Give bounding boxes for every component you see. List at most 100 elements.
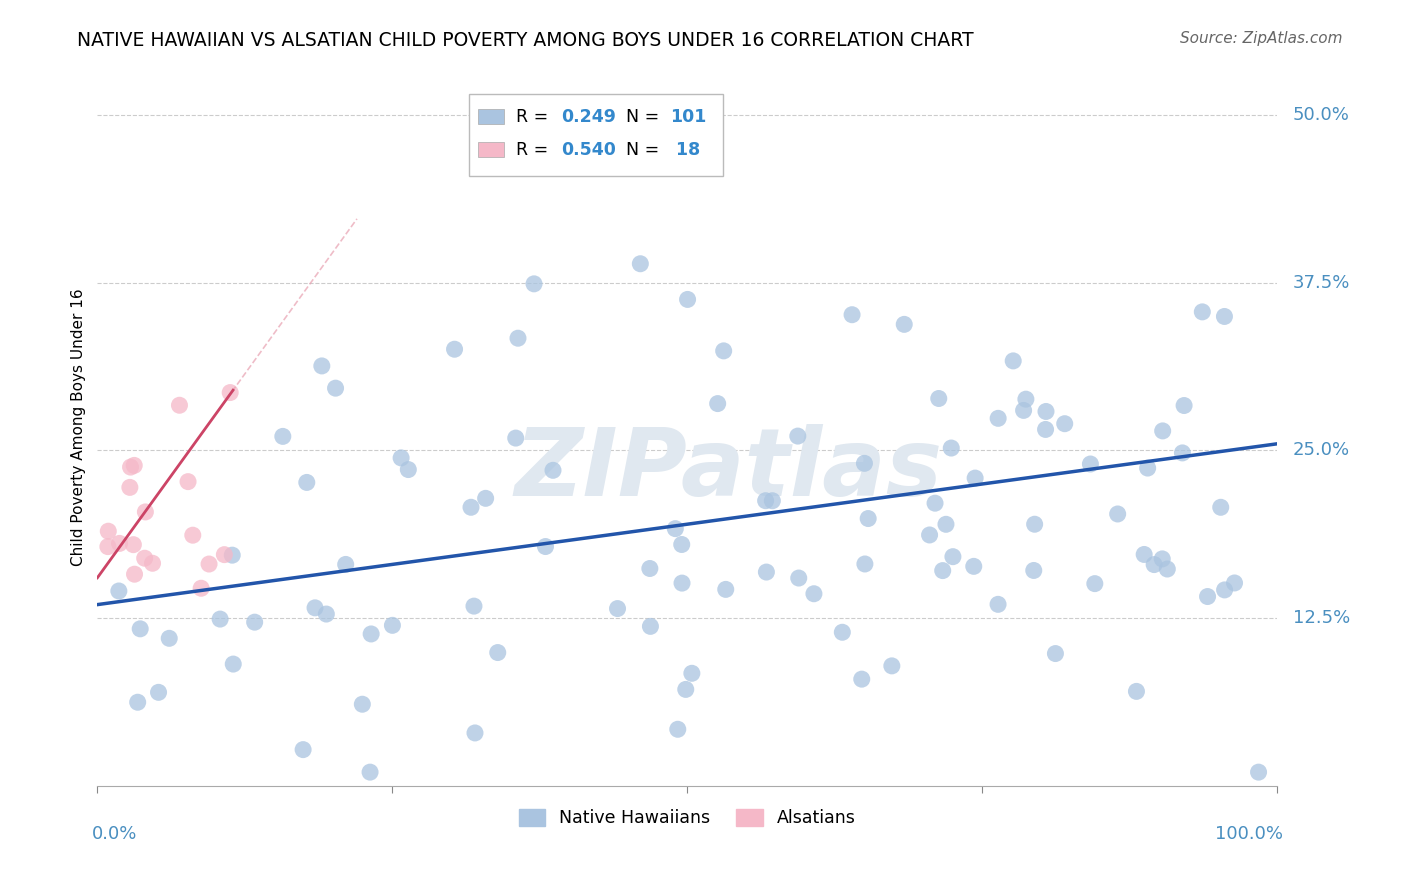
Point <box>786 429 808 443</box>
Point <box>97 540 120 554</box>
Point <box>148 685 170 699</box>
Point <box>1022 564 1045 578</box>
Point <box>1024 517 1046 532</box>
Point <box>931 564 953 578</box>
Point <box>1080 457 1102 471</box>
Point <box>666 723 689 737</box>
Point <box>942 549 965 564</box>
Point <box>396 462 419 476</box>
Point <box>987 411 1010 425</box>
Point <box>460 500 482 515</box>
Point <box>714 582 737 597</box>
Point <box>474 491 496 506</box>
Text: 50.0%: 50.0% <box>1292 106 1350 124</box>
Point <box>506 331 529 345</box>
Point <box>1125 684 1147 698</box>
Bar <box>478 109 505 125</box>
Point <box>963 559 986 574</box>
Text: 0.0%: 0.0% <box>91 825 136 843</box>
Point <box>1213 582 1236 597</box>
Point <box>464 726 486 740</box>
Text: 100.0%: 100.0% <box>1215 825 1284 843</box>
Point <box>831 625 853 640</box>
Point <box>97 524 120 539</box>
Text: R =: R = <box>516 108 554 126</box>
Point <box>389 450 412 465</box>
Point <box>181 528 204 542</box>
Point <box>681 666 703 681</box>
Point <box>486 646 509 660</box>
Point <box>640 619 662 633</box>
Point <box>1209 500 1232 515</box>
Point <box>706 396 728 410</box>
Point <box>1223 576 1246 591</box>
Point <box>1152 424 1174 438</box>
Point <box>534 540 557 554</box>
Point <box>304 600 326 615</box>
Point <box>841 308 863 322</box>
Point <box>134 551 156 566</box>
Point <box>1002 354 1025 368</box>
Point <box>606 601 628 615</box>
Point <box>755 493 778 508</box>
Y-axis label: Child Poverty Among Boys Under 16: Child Poverty Among Boys Under 16 <box>72 288 86 566</box>
Point <box>325 381 347 395</box>
Point <box>198 557 221 571</box>
Point <box>271 429 294 443</box>
Point <box>1171 446 1194 460</box>
Point <box>664 522 686 536</box>
Text: 37.5%: 37.5% <box>1292 274 1350 292</box>
Point <box>108 584 131 599</box>
Point <box>169 398 191 412</box>
Point <box>713 343 735 358</box>
Point <box>1191 305 1213 319</box>
Text: 18: 18 <box>669 141 700 159</box>
Point <box>787 571 810 585</box>
Point <box>127 695 149 709</box>
Point <box>628 257 651 271</box>
Point <box>295 475 318 490</box>
Point <box>1136 461 1159 475</box>
Point <box>129 622 152 636</box>
Point <box>352 697 374 711</box>
Point <box>803 587 825 601</box>
Point <box>755 565 778 579</box>
Point <box>1133 548 1156 562</box>
Point <box>541 463 564 477</box>
Point <box>122 538 145 552</box>
Point <box>1107 507 1129 521</box>
Point <box>1213 310 1236 324</box>
Point <box>108 536 131 550</box>
Point <box>221 548 243 562</box>
Point <box>1084 576 1107 591</box>
Point <box>1197 590 1219 604</box>
Point <box>1035 404 1057 418</box>
Point <box>360 627 382 641</box>
Point <box>359 765 381 780</box>
Point <box>118 480 141 494</box>
Text: R =: R = <box>516 141 554 159</box>
Text: NATIVE HAWAIIAN VS ALSATIAN CHILD POVERTY AMONG BOYS UNDER 16 CORRELATION CHART: NATIVE HAWAIIAN VS ALSATIAN CHILD POVERT… <box>77 31 974 50</box>
Point <box>1247 765 1270 780</box>
Point <box>671 576 693 591</box>
Legend: Native Hawaiians, Alsatians: Native Hawaiians, Alsatians <box>512 802 862 834</box>
Point <box>676 293 699 307</box>
Point <box>1012 403 1035 417</box>
Point <box>851 672 873 686</box>
Text: 25.0%: 25.0% <box>1292 442 1350 459</box>
Text: Source: ZipAtlas.com: Source: ZipAtlas.com <box>1180 31 1343 46</box>
Bar <box>478 142 505 157</box>
Point <box>928 392 950 406</box>
Point <box>214 548 236 562</box>
Point <box>523 277 546 291</box>
Text: 0.249: 0.249 <box>561 108 616 126</box>
Point <box>965 471 987 485</box>
Point <box>243 615 266 629</box>
Point <box>134 505 156 519</box>
Point <box>853 456 876 470</box>
Point <box>177 475 200 489</box>
Point <box>292 742 315 756</box>
Point <box>918 528 941 542</box>
Point <box>893 318 915 332</box>
Point <box>1152 552 1174 566</box>
